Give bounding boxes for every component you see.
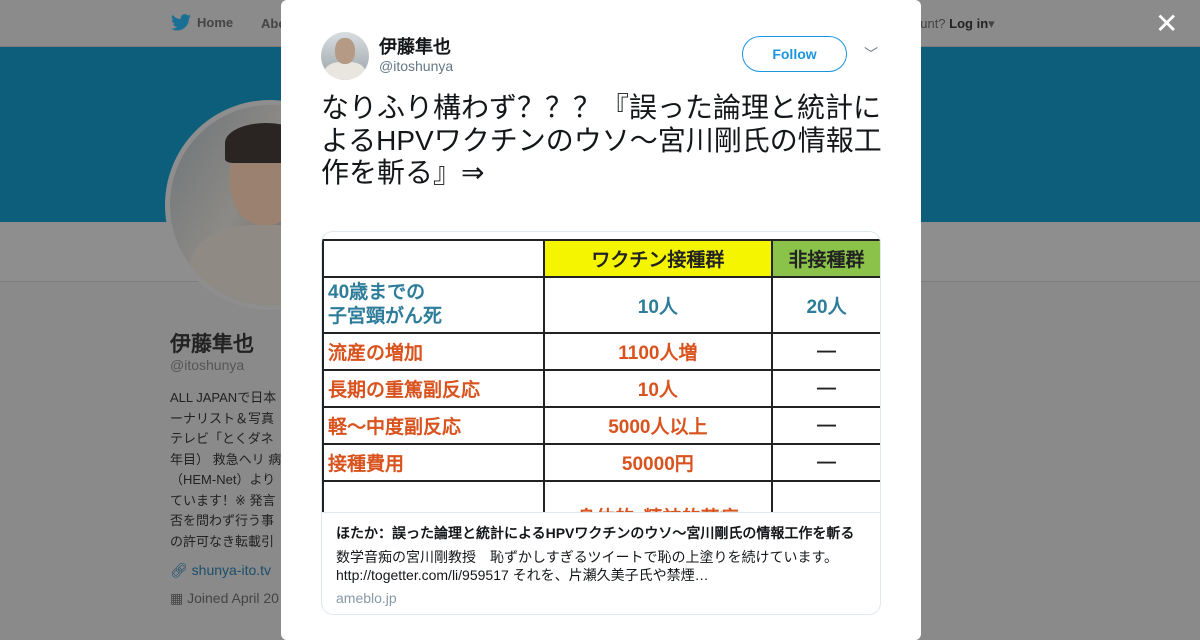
card-description: 数学音痴の宮川剛教授 恥ずかしすぎるツイートで恥の上塗りを続けています。http… <box>336 549 839 583</box>
profile-name: 伊藤隼也 <box>170 333 254 356</box>
profile-link[interactable]: 🔗︎ shunya-ito.tv <box>170 562 271 579</box>
twitter-bird-icon <box>171 14 191 31</box>
bio-line: 年目） 救急ヘリ 病 <box>170 451 282 467</box>
bio-line: ーナリスト＆写真 <box>170 410 275 426</box>
tweet-modal: 伊藤隼也 @itoshunya Follow ﹀ なりふり構わず？？？『誤った論… <box>281 0 921 640</box>
link-icon: 🔗︎ <box>170 562 188 578</box>
table-cell: 5000人以上 <box>542 406 774 445</box>
link-card[interactable]: ワクチン接種群 非接種群 40歳までの 子宮頸がん死 10人 20人 流産の増加 110… <box>321 231 881 615</box>
table-cell <box>771 480 880 512</box>
card-domain: ameblo.jp <box>336 590 397 606</box>
follow-button[interactable]: Follow <box>742 36 847 72</box>
card-body: ほたか：誤った論理と統計によるHPVワクチンのウソ～宮川剛氏の情報工作を斬る 数… <box>322 512 880 614</box>
table-cell: 50000円 <box>542 443 774 482</box>
caret-down-icon: ▾ <box>988 16 995 31</box>
author-avatar[interactable] <box>321 32 369 80</box>
close-icon[interactable]: ✕ <box>1155 8 1179 39</box>
table-cell: — <box>771 332 880 371</box>
table-cell: 接種費用 <box>322 443 545 482</box>
nav-about[interactable]: Abo <box>261 16 287 31</box>
chevron-down-icon[interactable]: ﹀ <box>864 46 878 62</box>
table-header: 非接種群 <box>771 239 880 278</box>
tweet-text: なりふり構わず？？？『誤った論理と統計によるHPVワクチンのウソ～宮川剛氏の情報… <box>321 92 882 188</box>
profile-bio: ALL JAPANで日本 ーナリスト＆写真 テレビ「とくダネ 年目） 救急ヘリ … <box>170 388 285 552</box>
bio-line: （HEM-Net）より <box>170 472 276 487</box>
profile-handle: @itoshunya <box>170 357 245 373</box>
bio-line: ALL JAPANで日本 <box>170 390 277 405</box>
profile-link-text[interactable]: shunya-ito.tv <box>191 562 272 578</box>
bio-line: テレビ「とくダネ <box>170 431 274 446</box>
table-cell: — <box>771 443 880 482</box>
nav-home[interactable]: Home <box>171 14 233 31</box>
card-image-table: ワクチン接種群 非接種群 40歳までの 子宮頸がん死 10人 20人 流産の増加 110… <box>322 239 880 512</box>
bio-line: ています！※ 発言 <box>170 492 276 508</box>
table-header <box>322 239 545 278</box>
card-title[interactable]: ほたか：誤った論理と統計によるHPVワクチンのウソ～宮川剛氏の情報工作を斬る <box>336 525 855 541</box>
calendar-icon: ▦ <box>170 590 184 606</box>
table-cell: 20人 <box>771 276 880 334</box>
table-cell: 身体的･精神的苦痛 <box>542 480 774 512</box>
table-cell: 1100人増 <box>542 332 774 371</box>
table-cell: 10人 <box>542 276 774 334</box>
table-cell: 軽～中度副反応 <box>322 406 545 445</box>
table-cell <box>322 480 545 512</box>
author-name[interactable]: 伊藤隼也 <box>379 37 451 57</box>
bio-line: の許可なき転載引 <box>170 533 275 549</box>
card-image: ワクチン接種群 非接種群 40歳までの 子宮頸がん死 10人 20人 流産の増加 110… <box>322 232 880 512</box>
table-cell: 流産の増加 <box>322 332 545 371</box>
table-cell: — <box>771 406 880 445</box>
table-header: ワクチン接種群 <box>542 239 774 278</box>
joined-text: Joined April 20 <box>187 590 279 606</box>
table-cell: 長期の重篤副反応 <box>322 369 545 408</box>
login-button[interactable]: Log in <box>949 16 989 31</box>
author-handle[interactable]: @itoshunya <box>379 58 454 74</box>
profile-joined: ▦ Joined April 20 <box>170 590 279 607</box>
table-cell: 40歳までの 子宮頸がん死 <box>322 276 545 334</box>
bio-line: 否を問わず行う事 <box>170 513 275 528</box>
home-label: Home <box>197 15 234 30</box>
table-cell: — <box>771 369 880 408</box>
table-cell: 10人 <box>542 369 774 408</box>
